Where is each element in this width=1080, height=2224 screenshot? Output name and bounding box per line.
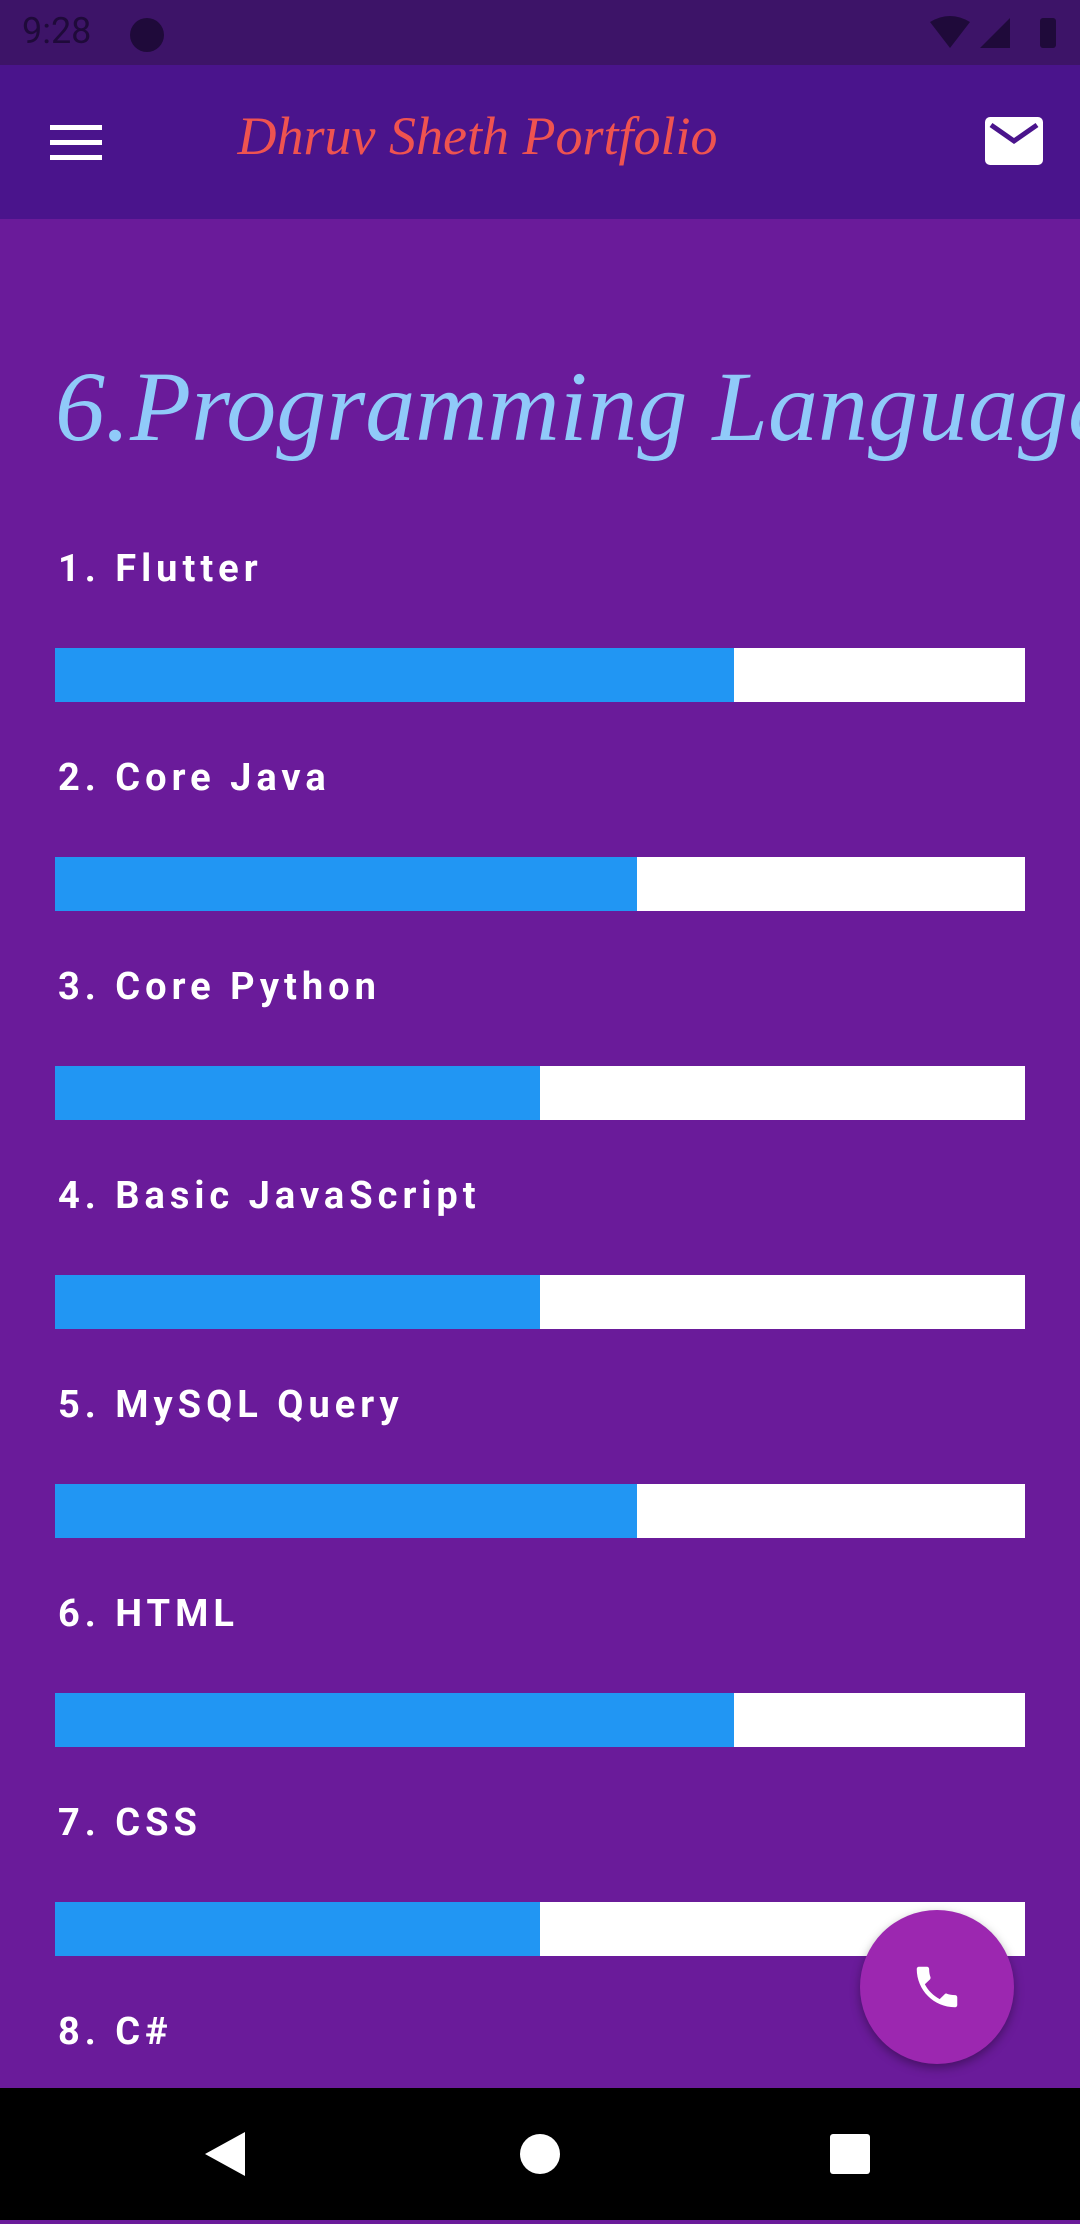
- progress-fill: [55, 648, 734, 702]
- status-icon: [130, 18, 164, 52]
- progress-track: [55, 1275, 1025, 1329]
- progress-fill: [55, 857, 637, 911]
- app-title: Dhruv Sheth Portfolio: [237, 106, 718, 166]
- progress-fill: [55, 1484, 637, 1538]
- recents-button[interactable]: [830, 2134, 870, 2174]
- home-button[interactable]: [520, 2134, 560, 2174]
- app-bar: Dhruv Sheth Portfolio: [0, 65, 1080, 219]
- skill-label: 3. Core Python: [58, 965, 381, 1009]
- skill-label: 2. Core Java: [58, 756, 331, 800]
- skill-label: 5. MySQL Query: [58, 1383, 404, 1427]
- progress-fill: [55, 1693, 734, 1747]
- progress-track: [55, 648, 1025, 702]
- phone-icon: [916, 1966, 958, 2008]
- status-time: 9:28: [22, 10, 92, 52]
- nav-buttons: [205, 2132, 870, 2176]
- status-icons: [930, 16, 1056, 48]
- progress-fill: [55, 1066, 540, 1120]
- progress-track: [55, 1484, 1025, 1538]
- progress-track: [55, 1066, 1025, 1120]
- progress-fill: [55, 1902, 540, 1956]
- skill-label: 1. Flutter: [58, 547, 263, 591]
- nav-bar: [0, 2088, 1080, 2220]
- skill-label: 8. C#: [58, 2010, 173, 2054]
- call-button[interactable]: [860, 1910, 1014, 2064]
- progress-track: [55, 1902, 1025, 1956]
- skill-label: 7. CSS: [58, 1801, 202, 1845]
- section-title: 6.Programming Language: [55, 351, 1080, 462]
- status-bar: 9:28: [0, 0, 1080, 65]
- content: 6.Programming Language 1. Flutter 2. Core…: [0, 219, 1080, 2088]
- progress-track: [55, 1693, 1025, 1747]
- menu-button[interactable]: [50, 123, 102, 163]
- mail-button[interactable]: [985, 117, 1043, 165]
- back-button[interactable]: [205, 2132, 245, 2176]
- progress-track: [55, 857, 1025, 911]
- skill-label: 6. HTML: [58, 1592, 239, 1636]
- progress-fill: [55, 1275, 540, 1329]
- skill-label: 4. Basic JavaScript: [58, 1174, 481, 1218]
